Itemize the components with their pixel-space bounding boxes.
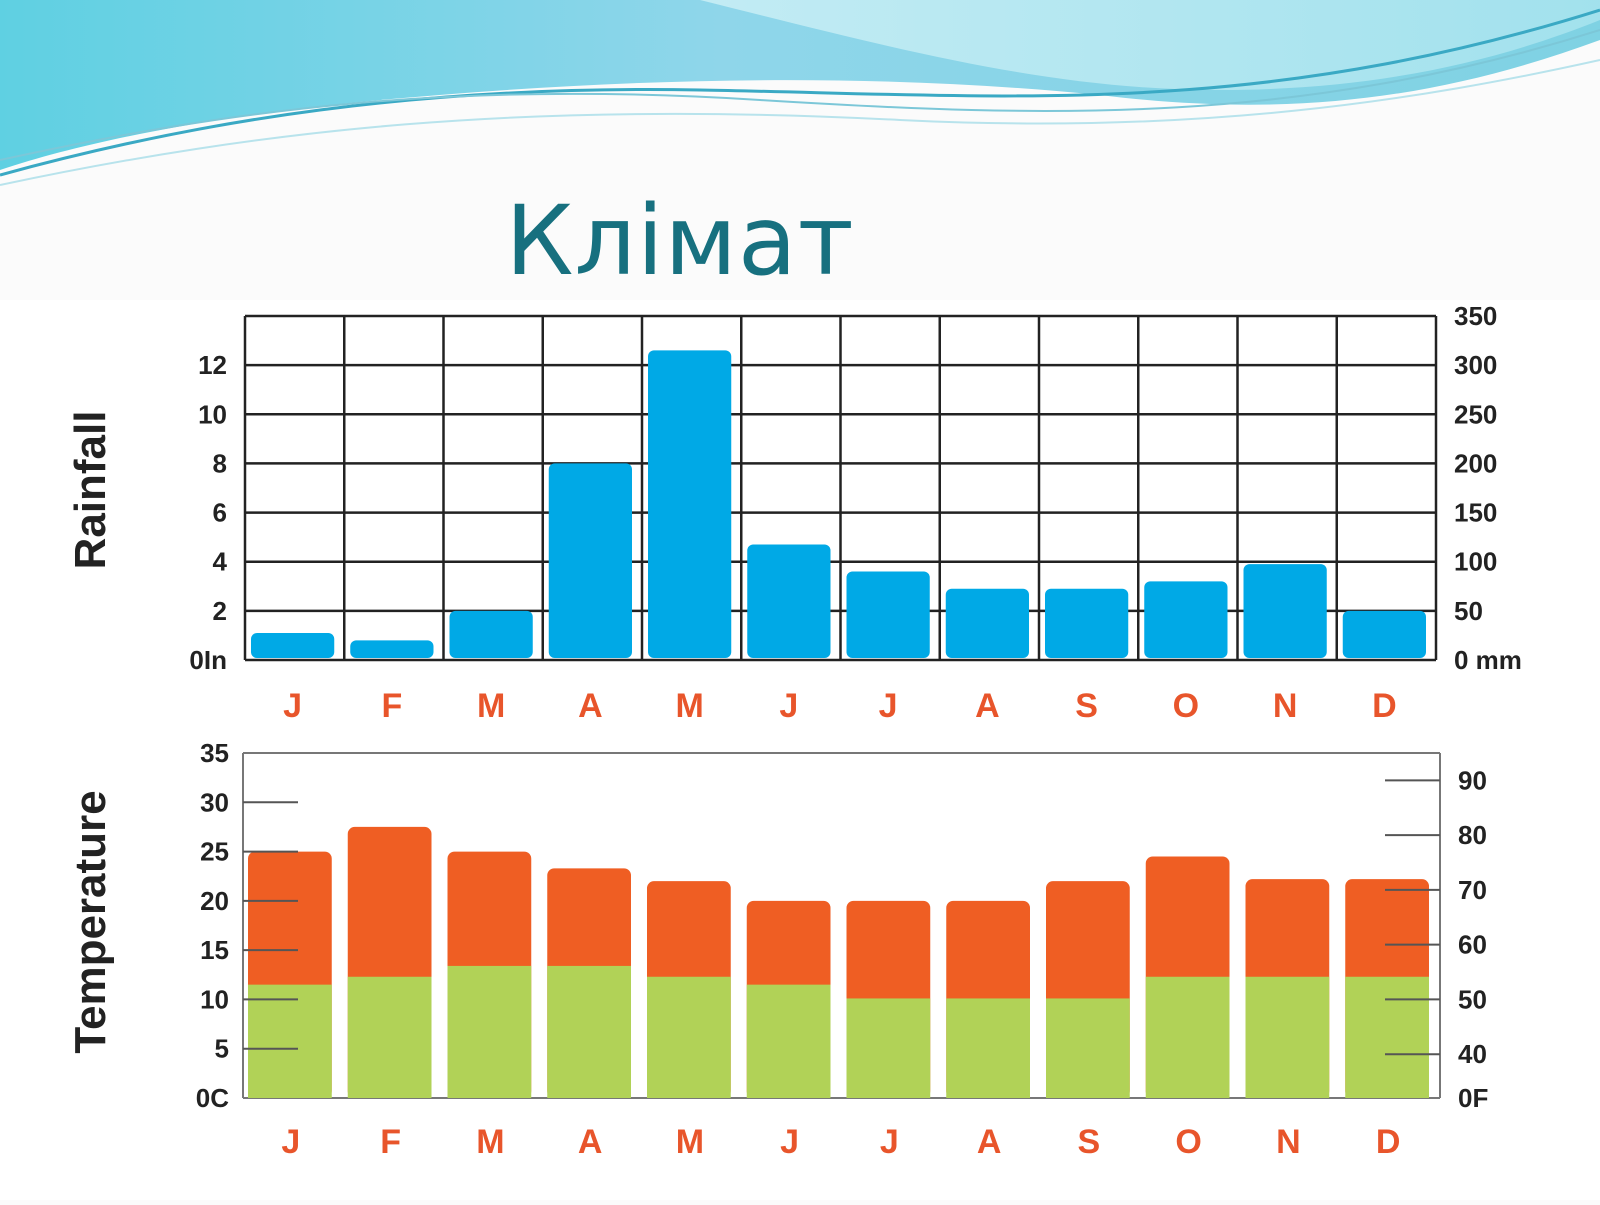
rainfall-bar (945, 588, 1029, 658)
rainfall-left-tick-label: 2 (213, 596, 227, 626)
temperature-month-label: F (380, 1123, 401, 1161)
temperature-axis-title: Temperature (66, 790, 115, 1053)
rainfall-month-label: A (578, 687, 603, 725)
rainfall-left-tick-label: 8 (213, 448, 227, 478)
rainfall-month-label: J (283, 687, 302, 725)
rainfall-axis-title: Rainfall (66, 411, 115, 570)
rainfall-month-label: S (1075, 687, 1098, 725)
temperature-month-label: N (1276, 1123, 1301, 1161)
temperature-month-label: O (1175, 1123, 1201, 1161)
rainfall-month-label: A (975, 687, 1000, 725)
temperature-right-tick-label: 60 (1458, 930, 1487, 960)
temperature-left-tick-label: 30 (200, 787, 229, 817)
climate-charts: 0In 2 4 6 8 10 12 0 mm 50 100 150 200 250 300 350 Rainf… (66, 301, 1522, 1161)
rainfall-left-tick-label: 12 (198, 350, 227, 380)
temperature-right-tick-label: 40 (1458, 1039, 1487, 1069)
temperature-low-bar (946, 998, 1030, 1098)
temperature-month-label: A (977, 1123, 1002, 1161)
temperature-low-bar (1145, 976, 1230, 1098)
rainfall-bar (747, 544, 831, 658)
charts-panel: 0In 2 4 6 8 10 12 0 mm 50 100 150 200 250 300 350 Rainf… (0, 300, 1600, 1200)
rainfall-right-tick-label: 50 (1454, 596, 1483, 626)
rainfall-month-label: M (477, 687, 505, 725)
rainfall-right-tick-label: 150 (1454, 498, 1497, 528)
temperature-left-tick-label: 0C (196, 1083, 229, 1113)
temperature-right-tick-label: 90 (1458, 765, 1487, 795)
rainfall-chart: 0In 2 4 6 8 10 12 0 mm 50 100 150 200 250 300 350 Rainf… (66, 301, 1522, 725)
rainfall-left-tick-label: 10 (198, 399, 227, 429)
rainfall-month-label: J (879, 687, 898, 725)
temperature-low-bar (248, 984, 332, 1098)
temperature-right-tick-label: 0F (1458, 1083, 1488, 1113)
rainfall-bar (350, 640, 434, 658)
temperature-chart: 0C 5 10 15 20 25 30 35 0F 40 50 60 70 80 90 Temperature… (66, 738, 1488, 1161)
rainfall-right-tick-label: 0 mm (1454, 645, 1522, 675)
temperature-month-label: S (1078, 1123, 1101, 1161)
rainfall-bar (648, 350, 732, 658)
temperature-month-label: J (780, 1123, 799, 1161)
rainfall-bar (1144, 581, 1228, 658)
rainfall-month-label: N (1273, 687, 1298, 725)
rainfall-right-tick-label: 200 (1454, 448, 1497, 478)
temperature-month-label: A (578, 1123, 603, 1161)
rainfall-right-tick-label: 300 (1454, 350, 1497, 380)
temperature-left-tick-label: 25 (200, 837, 229, 867)
rainfall-left-tick-label: 0In (189, 645, 227, 675)
temperature-low-bar (647, 976, 731, 1098)
temperature-low-bar (846, 998, 931, 1098)
rainfall-bar (449, 610, 533, 658)
temperature-left-tick-label: 35 (200, 738, 229, 768)
slide-title: Клімат (505, 185, 855, 297)
temperature-month-label: J (880, 1123, 899, 1161)
temperature-left-tick-label: 20 (200, 886, 229, 916)
header-wave-band (0, 0, 1600, 300)
rainfall-month-label: J (779, 687, 798, 725)
rainfall-bar (846, 571, 930, 658)
temperature-low-bar (447, 965, 532, 1098)
temperature-left-tick-label: 15 (200, 935, 229, 965)
temperature-left-tick-label: 5 (215, 1034, 229, 1064)
temperature-right-tick-label: 50 (1458, 984, 1487, 1014)
rainfall-bar (1243, 564, 1327, 658)
temperature-low-bar (1046, 998, 1130, 1098)
temperature-month-label: J (281, 1123, 300, 1161)
rainfall-bar (1045, 588, 1129, 658)
temperature-low-bar (746, 984, 831, 1098)
rainfall-bar (1342, 610, 1426, 658)
temperature-month-label: M (476, 1123, 504, 1161)
rainfall-bar (251, 632, 335, 658)
rainfall-right-tick-label: 100 (1454, 547, 1497, 577)
rainfall-month-label: M (675, 687, 703, 725)
rainfall-left-tick-label: 6 (213, 498, 227, 528)
rainfall-right-tick-label: 350 (1454, 301, 1497, 331)
rainfall-bar (548, 463, 632, 658)
temperature-month-label: M (676, 1123, 704, 1161)
rainfall-month-label: F (381, 687, 402, 725)
temperature-right-tick-label: 80 (1458, 820, 1487, 850)
rainfall-right-tick-label: 250 (1454, 399, 1497, 429)
temperature-low-bar (547, 965, 631, 1098)
temperature-low-bar (347, 976, 432, 1098)
rainfall-month-label: O (1173, 687, 1199, 725)
temperature-right-tick-label: 70 (1458, 875, 1487, 905)
rainfall-month-label: D (1372, 687, 1397, 725)
temperature-left-tick-label: 10 (200, 984, 229, 1014)
rainfall-left-tick-label: 4 (213, 547, 228, 577)
temperature-low-bar (1345, 976, 1429, 1098)
temperature-low-bar (1245, 976, 1330, 1098)
temperature-month-label: D (1376, 1123, 1401, 1161)
